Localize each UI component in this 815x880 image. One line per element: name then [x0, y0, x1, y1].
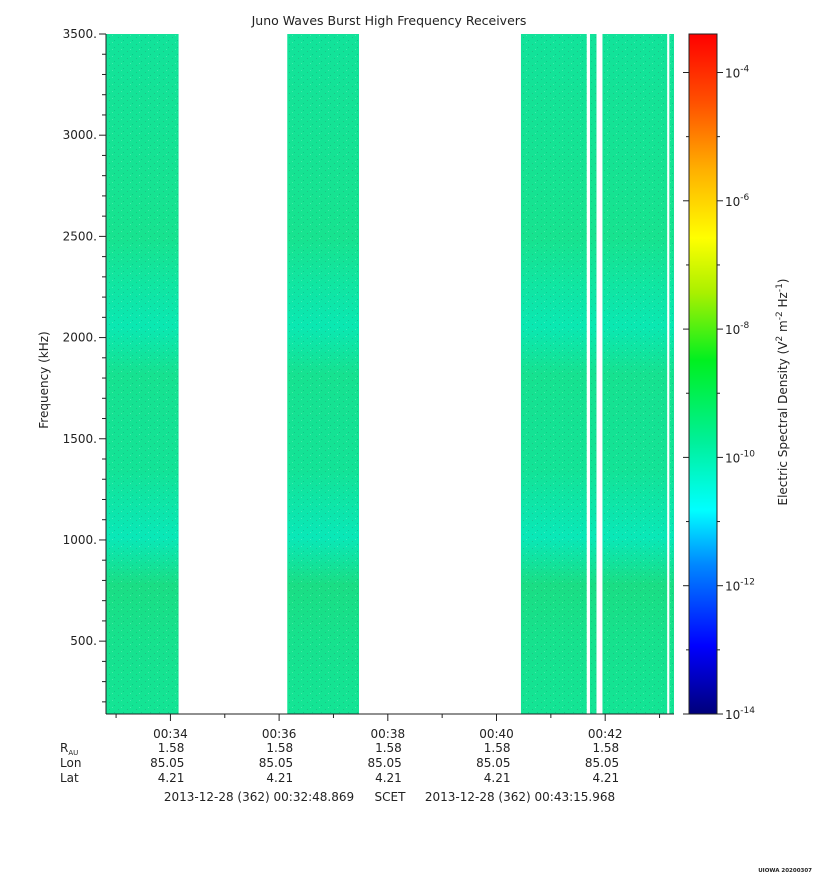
ephemeris-value: 4.21	[158, 771, 185, 785]
ephemeris-table: RAU 1.58 1.58 1.58 1.58 1.58 Lon 85.05 85.05 85.0…	[60, 741, 619, 785]
ephemeris-value: 85.05	[259, 756, 293, 770]
colorbar-tick-label: 10-10	[725, 449, 755, 465]
ephemeris-value: 1.58	[484, 741, 511, 755]
y-tick-label: 1000.	[63, 533, 97, 547]
y-axis: 500. 1000. 1500. 2000. 2500. 3000. 3500.	[63, 27, 107, 714]
spectrogram-noise-0	[106, 34, 179, 714]
x-axis: 00:34 00:36 00:38 00:40 00:42	[106, 713, 674, 741]
ephemeris-value: 85.05	[367, 756, 401, 770]
x-tick-label: 00:42	[588, 727, 623, 741]
ephemeris-value: 85.05	[585, 756, 619, 770]
spectrogram-noise-1	[287, 34, 360, 714]
x-tick-label: 00:36	[262, 727, 297, 741]
colorbar-label: Electric Spectral Density (V2 m-2 Hz-1)	[775, 278, 790, 505]
y-tick-label: 500.	[70, 634, 97, 648]
ephemeris-value: 4.21	[266, 771, 293, 785]
ephemeris-value: 4.21	[484, 771, 511, 785]
ephemeris-value: 4.21	[592, 771, 619, 785]
y-tick-label: 1500.	[63, 432, 97, 446]
colorbar-tick-label: 10-8	[725, 321, 750, 337]
colorbar-gradient	[688, 33, 718, 715]
y-tick-label: 3500.	[63, 27, 97, 41]
ephemeris-row-label: Lat	[60, 771, 79, 785]
colorbar-tick-label: 10-12	[725, 578, 755, 594]
ephemeris-row-label: RAU	[60, 741, 78, 757]
ephemeris-value: 1.58	[266, 741, 293, 755]
ephemeris-value: 1.58	[592, 741, 619, 755]
y-axis-label: Frequency (kHz)	[37, 331, 51, 428]
plot-area	[106, 34, 674, 714]
x-tick-label: 00:40	[479, 727, 514, 741]
chart-title: Juno Waves Burst High Frequency Receiver…	[251, 13, 527, 28]
spectrogram-noise-2	[520, 34, 587, 714]
colorbar-tick-label: 10-6	[725, 193, 750, 209]
ephemeris-value: 85.05	[150, 756, 184, 770]
y-tick-label: 3000.	[63, 128, 97, 142]
spectrogram-noise-3	[589, 34, 597, 714]
spectrogram-noise-5	[669, 34, 674, 714]
ephemeris-value: 85.05	[476, 756, 510, 770]
ephemeris-value: 1.58	[158, 741, 185, 755]
y-tick-label: 2000.	[63, 331, 97, 345]
ephemeris-value: 4.21	[375, 771, 402, 785]
y-tick-label: 2500.	[63, 229, 97, 243]
spectrogram-noise-4	[602, 34, 668, 714]
colorbar-tick-label: 10-4	[725, 64, 750, 80]
x-tick-label: 00:38	[371, 727, 406, 741]
ephemeris-row-label: Lon	[60, 756, 81, 770]
x-tick-label: 00:34	[153, 727, 188, 741]
colorbar: 10-14 10-12 10-10 10-8 10-6 10-4	[683, 33, 755, 722]
time-range-start: 2013-12-28 (362) 00:32:48.869	[164, 790, 354, 804]
ephemeris-value: 1.58	[375, 741, 402, 755]
time-range-scet: SCET	[375, 790, 407, 804]
time-range-end: 2013-12-28 (362) 00:43:15.968	[425, 790, 615, 804]
colorbar-tick-label: 10-14	[725, 706, 755, 722]
footer-stamp: UIOWA 20200307	[758, 868, 812, 874]
